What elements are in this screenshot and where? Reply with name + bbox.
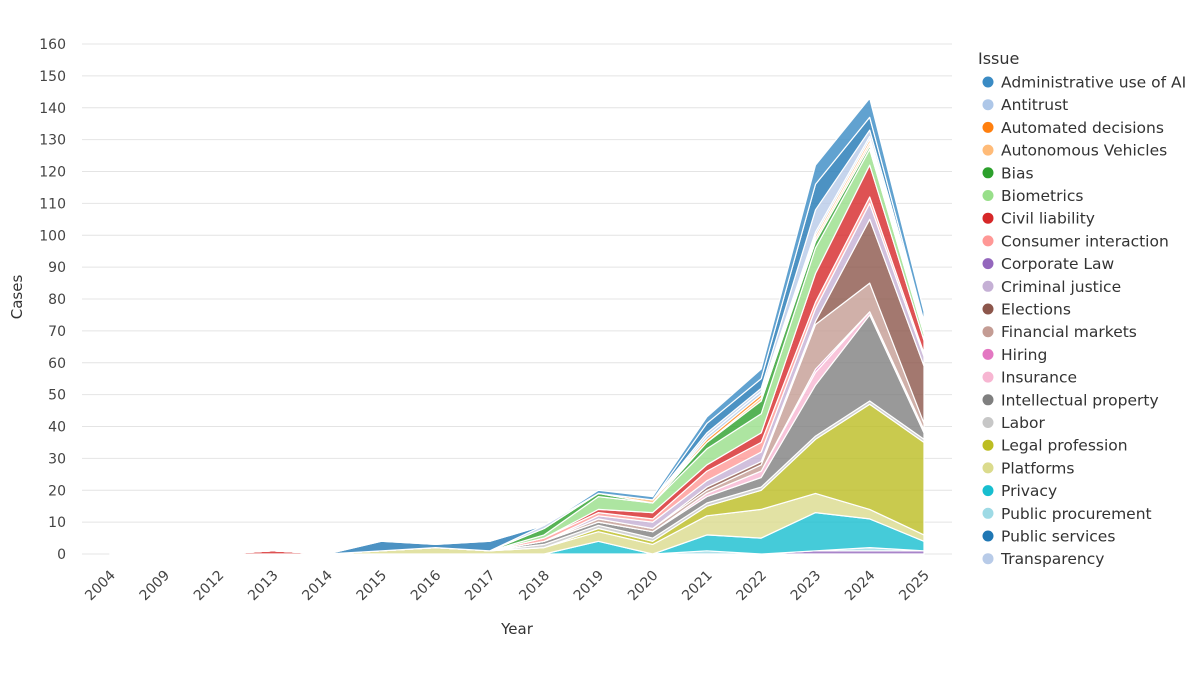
legend-item-insurance: Insurance bbox=[1001, 369, 1077, 387]
legend-item-elections: Elections bbox=[1001, 301, 1071, 319]
legend-swatch-automated-decisions bbox=[982, 121, 994, 133]
y-axis-ticks: 0 10 20 30 40 50 60 70 80 90 100 110 120 130 140 150 160 bbox=[39, 37, 66, 563]
y-tick-label: 120 bbox=[39, 165, 66, 181]
legend-item-automated-decisions: Automated decisions bbox=[1001, 119, 1164, 137]
legend-swatch-intellectual-property bbox=[982, 394, 994, 406]
legend-swatch-public-services bbox=[982, 530, 994, 542]
legend: Issue Administrative use of AIAntitrustA… bbox=[978, 49, 1186, 568]
legend-item-privacy: Privacy bbox=[1001, 482, 1057, 500]
legend-item-transparency: Transparency bbox=[1000, 550, 1104, 568]
legend-item-public-procurement: Public procurement bbox=[1001, 505, 1152, 523]
x-tick-label: 2015 bbox=[354, 568, 391, 605]
legend-item-labor: Labor bbox=[1001, 414, 1045, 432]
x-tick-label: 2014 bbox=[299, 567, 336, 604]
y-axis-title: Cases bbox=[8, 275, 26, 320]
legend-item-public-services: Public services bbox=[1001, 528, 1115, 546]
x-axis-title: Year bbox=[500, 620, 534, 638]
legend-item-legal-profession: Legal profession bbox=[1001, 437, 1128, 455]
y-tick-label: 70 bbox=[48, 324, 66, 340]
legend-swatch-antitrust bbox=[982, 99, 994, 111]
legend-swatch-legal-profession bbox=[982, 439, 994, 451]
legend-swatch-insurance bbox=[982, 371, 994, 383]
area-series bbox=[109, 97, 925, 555]
x-tick-label: 2022 bbox=[734, 568, 771, 605]
x-tick-label: 2009 bbox=[137, 568, 174, 605]
legend-item-financial-markets: Financial markets bbox=[1001, 323, 1137, 341]
y-tick-label: 50 bbox=[48, 388, 66, 404]
legend-swatch-privacy bbox=[982, 485, 994, 497]
area-administrative-use-of-ai bbox=[109, 97, 925, 555]
x-tick-label: 2023 bbox=[788, 568, 825, 605]
y-tick-label: 130 bbox=[39, 133, 66, 149]
x-tick-label: 2017 bbox=[462, 568, 499, 605]
x-tick-label: 2025 bbox=[896, 568, 933, 605]
legend-item-intellectual-property: Intellectual property bbox=[1001, 391, 1159, 409]
y-tick-label: 40 bbox=[48, 420, 66, 436]
x-tick-label: 2012 bbox=[191, 568, 228, 605]
y-tick-label: 0 bbox=[57, 547, 66, 563]
legend-swatch-consumer-interaction bbox=[982, 235, 994, 247]
x-axis-ticks: 2004 2009 2012 2013 2014 2015 2016 2017 2018 2019… bbox=[82, 567, 933, 604]
y-tick-label: 10 bbox=[48, 515, 66, 531]
y-tick-label: 80 bbox=[48, 292, 66, 308]
legend-title: Issue bbox=[978, 49, 1019, 68]
legend-item-criminal-justice: Criminal justice bbox=[1001, 278, 1121, 296]
x-tick-label: 2013 bbox=[245, 568, 282, 605]
x-tick-label: 2018 bbox=[516, 568, 553, 605]
legend-item-platforms: Platforms bbox=[1001, 459, 1074, 477]
y-tick-label: 90 bbox=[48, 260, 66, 276]
x-tick-label: 2004 bbox=[82, 567, 119, 604]
legend-item-civil-liability: Civil liability bbox=[1001, 210, 1095, 228]
legend-swatch-financial-markets bbox=[982, 326, 994, 338]
x-tick-label: 2020 bbox=[625, 568, 662, 605]
y-tick-label: 110 bbox=[39, 196, 66, 212]
legend-swatch-platforms bbox=[982, 462, 994, 474]
y-tick-label: 140 bbox=[39, 101, 66, 117]
legend-swatch-hiring bbox=[982, 348, 994, 360]
gridlines bbox=[82, 43, 952, 555]
x-tick-label: 2019 bbox=[571, 568, 608, 605]
legend-swatch-elections bbox=[982, 303, 994, 315]
legend-item-consumer-interaction: Consumer interaction bbox=[1001, 232, 1169, 250]
legend-swatch-transparency bbox=[982, 553, 994, 565]
legend-swatch-labor bbox=[982, 417, 994, 428]
legend-item-hiring: Hiring bbox=[1001, 346, 1047, 364]
legend-item-bias: Bias bbox=[1001, 164, 1034, 182]
x-tick-label: 2024 bbox=[842, 567, 879, 604]
legend-item-biometrics: Biometrics bbox=[1001, 187, 1083, 205]
y-tick-label: 20 bbox=[48, 483, 66, 499]
legend-items: Administrative use of AI Antitrust Automat… bbox=[982, 74, 1186, 568]
legend-swatch-civil-liability bbox=[982, 212, 994, 224]
legend-item-autonomous-vehicles: Autonomous Vehicles bbox=[1001, 142, 1167, 160]
legend-swatch-autonomous-vehicles bbox=[982, 144, 994, 156]
legend-item-administrative-use-of-ai: Administrative use of AI bbox=[1001, 74, 1186, 92]
y-tick-label: 60 bbox=[48, 356, 66, 372]
y-tick-label: 150 bbox=[39, 69, 66, 85]
y-tick-label: 30 bbox=[48, 451, 66, 467]
x-tick-label: 2021 bbox=[679, 568, 716, 605]
legend-swatch-biometrics bbox=[982, 190, 994, 201]
x-tick-label: 2016 bbox=[408, 567, 445, 604]
legend-swatch-bias bbox=[982, 167, 994, 179]
legend-item-corporate-law: Corporate Law bbox=[1001, 255, 1115, 273]
legend-item-antitrust: Antitrust bbox=[1001, 96, 1068, 114]
legend-swatch-criminal-justice bbox=[982, 280, 994, 292]
legend-swatch-public-procurement bbox=[982, 507, 994, 519]
legend-swatch-administrative-use-of-ai bbox=[982, 76, 994, 88]
legend-swatch-corporate-law bbox=[982, 258, 994, 270]
y-tick-label: 100 bbox=[39, 228, 66, 244]
y-tick-label: 160 bbox=[39, 37, 66, 53]
